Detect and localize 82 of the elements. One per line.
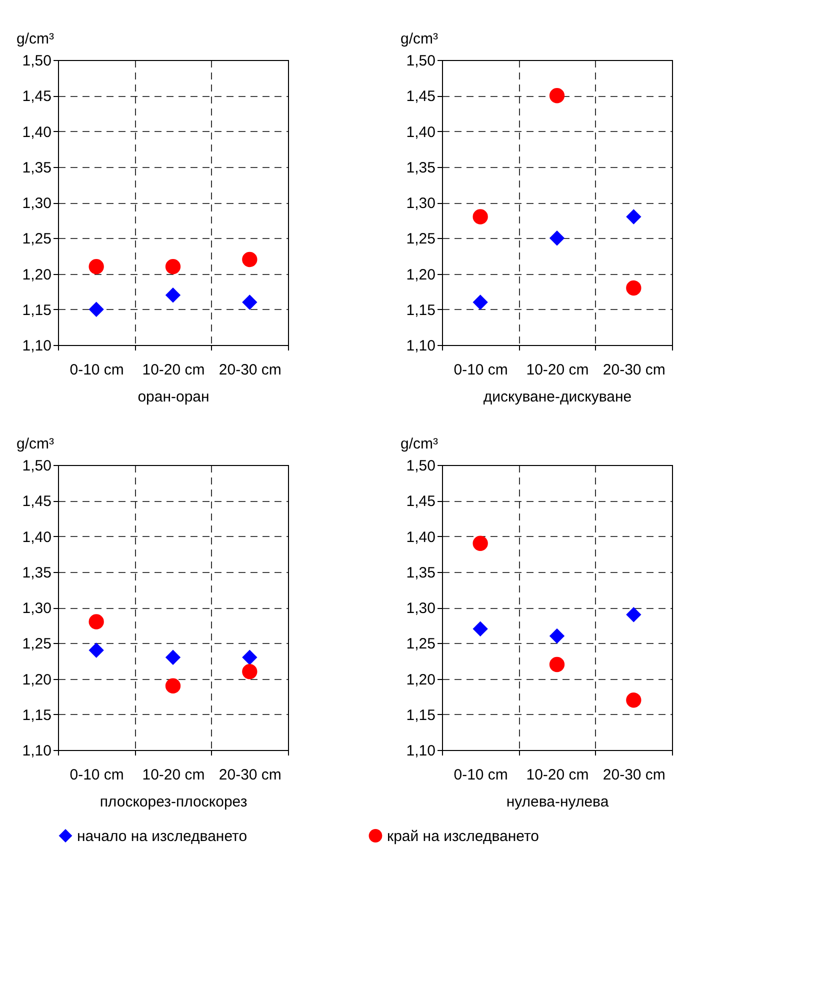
y-tick-label: 1,10 [22, 742, 52, 760]
y-axis-title: g/cm³ [400, 30, 438, 48]
x-tick-label: 10-20 cm [526, 766, 589, 784]
x-tick-label: 20-30 cm [218, 362, 282, 378]
x-axis-title: дискуване-дискуване [483, 388, 632, 406]
y-tick-label: 1,25 [406, 230, 436, 248]
y-tick-label: 1,10 [406, 742, 436, 760]
point [626, 607, 642, 622]
y-tick-label: 1,25 [406, 636, 436, 653]
y-tick-label: 1,15 [406, 706, 436, 724]
point [88, 614, 104, 630]
point [88, 259, 104, 274]
point [165, 288, 181, 303]
point [242, 650, 258, 665]
point [242, 252, 258, 268]
point [549, 230, 565, 246]
point [549, 656, 565, 672]
point [472, 536, 488, 551]
y-tick-label: 1,35 [22, 159, 52, 176]
point [88, 302, 104, 317]
x-axis-title: плоскорез-плоскорез [100, 794, 248, 810]
x-tick-label: 20-30 cm [602, 766, 666, 784]
y-tick-label: 1,30 [22, 600, 52, 617]
y-tick-label: 1,45 [406, 88, 436, 106]
y-tick-label: 1,20 [406, 671, 436, 688]
y-tick-label: 1,20 [406, 266, 436, 284]
y-tick-label: 1,25 [22, 636, 52, 653]
legend-label: начало на изследването [77, 828, 248, 845]
y-tick-label: 1,50 [406, 52, 436, 70]
y-tick-label: 1,35 [22, 564, 52, 582]
y-tick-label: 1,30 [406, 600, 436, 617]
point [472, 209, 488, 224]
x-tick-label: 10-20 cm [526, 362, 589, 378]
y-tick-label: 1,50 [22, 52, 52, 70]
x-axis-title: нулева-нулева [506, 794, 610, 810]
point [626, 280, 642, 296]
point [242, 294, 258, 310]
y-axis-title: g/cm³ [16, 30, 54, 48]
point [165, 259, 181, 274]
y-tick-label: 1,40 [406, 124, 436, 141]
x-axis-title: оран-оран [138, 388, 210, 406]
y-tick-label: 1,45 [22, 493, 52, 510]
y-tick-label: 1,15 [22, 302, 52, 319]
point [165, 650, 181, 665]
y-tick-label: 1,25 [22, 230, 52, 248]
y-axis-title: g/cm³ [16, 436, 54, 452]
y-tick-label: 1,30 [22, 195, 52, 212]
x-tick-label: 20-30 cm [602, 362, 666, 378]
y-tick-label: 1,35 [406, 564, 436, 582]
y-tick-label: 1,20 [22, 671, 52, 688]
y-tick-label: 1,50 [22, 458, 52, 474]
x-tick-label: 0-10 cm [70, 362, 124, 378]
point [549, 88, 565, 104]
x-tick-label: 0-10 cm [454, 766, 508, 784]
y-tick-label: 1,15 [406, 302, 436, 319]
y-tick-label: 1,15 [22, 706, 52, 724]
point [626, 692, 642, 708]
y-tick-label: 1,10 [22, 338, 52, 354]
y-axis-title: g/cm³ [400, 436, 438, 452]
x-tick-label: 10-20 cm [142, 766, 205, 784]
point [165, 678, 181, 694]
y-tick-label: 1,40 [22, 528, 52, 546]
y-tick-label: 1,10 [406, 338, 436, 354]
y-tick-label: 1,30 [406, 195, 436, 212]
point [472, 294, 488, 310]
y-tick-label: 1,45 [406, 493, 436, 510]
x-tick-label: 0-10 cm [454, 362, 508, 378]
y-tick-label: 1,35 [406, 159, 436, 176]
x-tick-label: 0-10 cm [70, 766, 124, 784]
point [88, 642, 104, 658]
x-tick-label: 20-30 cm [218, 766, 282, 784]
y-tick-label: 1,20 [22, 266, 52, 284]
y-tick-label: 1,40 [22, 124, 52, 141]
x-tick-label: 10-20 cm [142, 362, 205, 378]
y-tick-label: 1,40 [406, 528, 436, 546]
point [242, 664, 258, 680]
point [472, 621, 488, 636]
legend-label: край на изследването [387, 828, 540, 845]
point [626, 209, 642, 224]
y-tick-label: 1,50 [406, 458, 436, 474]
y-tick-label: 1,45 [22, 88, 52, 106]
point [549, 628, 565, 644]
